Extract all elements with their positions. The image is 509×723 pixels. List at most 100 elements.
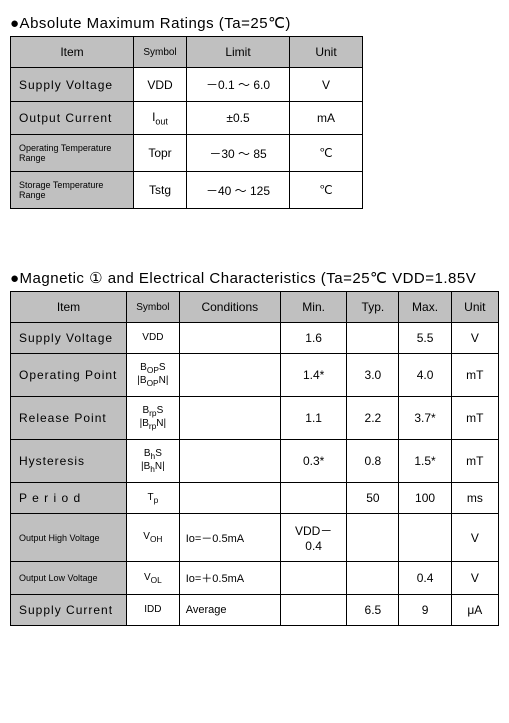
- hdr-limit: Limit: [187, 37, 290, 68]
- hdr-symbol: Symbol: [127, 292, 180, 323]
- abs-max-table: Item Symbol Limit Unit Supply VoltageVDD…: [10, 36, 363, 209]
- min-cell: [280, 483, 346, 514]
- table-row: HysteresisBhS|BhN| 0.3*0.81.5*mT: [11, 440, 499, 483]
- hdr-max: Max.: [399, 292, 451, 323]
- item-cell: Output Current: [11, 102, 134, 135]
- cond-cell: [179, 323, 280, 354]
- unit-cell: ms: [451, 483, 498, 514]
- section1-title: ●Absolute Maximum Ratings (Ta=25℃): [10, 14, 499, 32]
- symbol-cell: IDD: [127, 595, 180, 626]
- table-row: Release PointBrpS|BrpN|1.12.23.7*mT: [11, 397, 499, 440]
- unit-cell: V: [290, 68, 363, 102]
- section2-title: ●Magnetic ① and Electrical Characteristi…: [10, 269, 499, 287]
- hdr-min: Min.: [280, 292, 346, 323]
- hdr-symbol: Symbol: [134, 37, 187, 68]
- item-cell: Output Low Voltage: [11, 562, 127, 595]
- min-cell: [280, 562, 346, 595]
- symbol-cell: Tp: [127, 483, 180, 514]
- unit-cell: V: [451, 514, 498, 562]
- cond-cell: [179, 354, 280, 397]
- unit-cell: mT: [451, 354, 498, 397]
- symbol-cell: Topr: [134, 135, 187, 172]
- item-cell: P e r i o d: [11, 483, 127, 514]
- symbol-cell: BhS|BhN|: [127, 440, 180, 483]
- item-cell: Supply Current: [11, 595, 127, 626]
- symbol-cell: VOL: [127, 562, 180, 595]
- hdr-item: Item: [11, 292, 127, 323]
- unit-cell: ℃: [290, 135, 363, 172]
- max-cell: 100: [399, 483, 451, 514]
- item-cell: Storage Temperature Range: [11, 172, 134, 209]
- unit-cell: ℃: [290, 172, 363, 209]
- symbol-cell: BrpS|BrpN|: [127, 397, 180, 440]
- unit-cell: V: [451, 562, 498, 595]
- cond-cell: Average: [179, 595, 280, 626]
- symbol-cell: Iout: [134, 102, 187, 135]
- item-cell: Operating Point: [11, 354, 127, 397]
- item-cell: Supply Voltage: [11, 68, 134, 102]
- typ-cell: 50: [347, 483, 399, 514]
- max-cell: 1.5*: [399, 440, 451, 483]
- min-cell: [280, 595, 346, 626]
- characteristics-table: Item Symbol Conditions Min. Typ. Max. Un…: [10, 291, 499, 626]
- min-cell: 1.4*: [280, 354, 346, 397]
- table-row: Operating PointBOPS|BOPN| 1.4*3.04.0mT: [11, 354, 499, 397]
- symbol-cell: BOPS|BOPN|: [127, 354, 180, 397]
- symbol-cell: Tstg: [134, 172, 187, 209]
- unit-cell: μA: [451, 595, 498, 626]
- table-row: Supply CurrentIDDAverage 6.59μA: [11, 595, 499, 626]
- hdr-item: Item: [11, 37, 134, 68]
- typ-cell: 6.5: [347, 595, 399, 626]
- min-cell: 0.3*: [280, 440, 346, 483]
- symbol-cell: VDD: [127, 323, 180, 354]
- cond-cell: [179, 483, 280, 514]
- hdr-unit: Unit: [290, 37, 363, 68]
- symbol-cell: VOH: [127, 514, 180, 562]
- item-cell: Operating Temperature Range: [11, 135, 134, 172]
- cond-cell: Io=－0.5mA: [179, 514, 280, 562]
- item-cell: Release Point: [11, 397, 127, 440]
- cond-cell: [179, 397, 280, 440]
- table-row: Storage Temperature RangeTstg－40 ～ 125℃: [11, 172, 363, 209]
- hdr-cond: Conditions: [179, 292, 280, 323]
- symbol-cell: VDD: [134, 68, 187, 102]
- table-header-row: Item Symbol Conditions Min. Typ. Max. Un…: [11, 292, 499, 323]
- max-cell: 4.0: [399, 354, 451, 397]
- unit-cell: V: [451, 323, 498, 354]
- unit-cell: mA: [290, 102, 363, 135]
- table-row: Supply VoltageVDD 1.6 5.5V: [11, 323, 499, 354]
- table-row: Operating Temperature RangeTopr－30 ～ 85℃: [11, 135, 363, 172]
- limit-cell: －30 ～ 85: [187, 135, 290, 172]
- typ-cell: [347, 562, 399, 595]
- hdr-typ: Typ.: [347, 292, 399, 323]
- item-cell: Supply Voltage: [11, 323, 127, 354]
- cond-cell: [179, 440, 280, 483]
- min-cell: 1.6: [280, 323, 346, 354]
- typ-cell: 3.0: [347, 354, 399, 397]
- limit-cell: －40 ～ 125: [187, 172, 290, 209]
- table-row: Output Low VoltageVOLIo=＋0.5mA 0.4V: [11, 562, 499, 595]
- cond-cell: Io=＋0.5mA: [179, 562, 280, 595]
- table-row: Output High VoltageVOHIo=－0.5mAVDD－0.4 V: [11, 514, 499, 562]
- hdr-unit: Unit: [451, 292, 498, 323]
- typ-cell: [347, 323, 399, 354]
- limit-cell: －0.1 ～ 6.0: [187, 68, 290, 102]
- unit-cell: mT: [451, 440, 498, 483]
- typ-cell: 0.8: [347, 440, 399, 483]
- table-header-row: Item Symbol Limit Unit: [11, 37, 363, 68]
- max-cell: 5.5: [399, 323, 451, 354]
- max-cell: [399, 514, 451, 562]
- table-row: Output CurrentIout±0.5mA: [11, 102, 363, 135]
- max-cell: 9: [399, 595, 451, 626]
- item-cell: Hysteresis: [11, 440, 127, 483]
- unit-cell: mT: [451, 397, 498, 440]
- min-cell: 1.1: [280, 397, 346, 440]
- table-row: P e r i o dTp 50100ms: [11, 483, 499, 514]
- max-cell: 0.4: [399, 562, 451, 595]
- min-cell: VDD－0.4: [280, 514, 346, 562]
- item-cell: Output High Voltage: [11, 514, 127, 562]
- typ-cell: [347, 514, 399, 562]
- table-row: Supply VoltageVDD－0.1 ～ 6.0V: [11, 68, 363, 102]
- limit-cell: ±0.5: [187, 102, 290, 135]
- typ-cell: 2.2: [347, 397, 399, 440]
